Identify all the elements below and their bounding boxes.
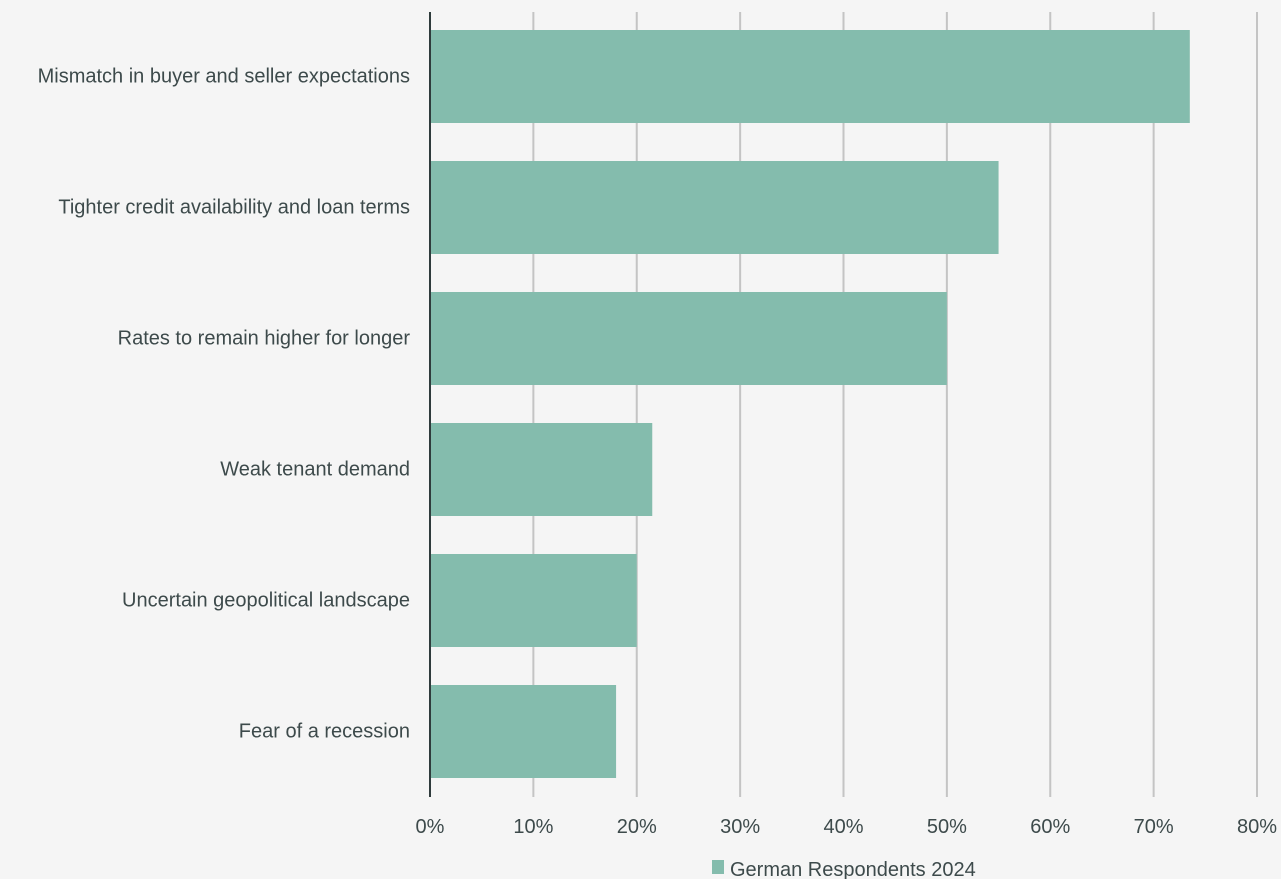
bar [430,292,947,385]
tick-label: 60% [1030,816,1070,838]
bar [430,423,653,516]
bar [430,161,999,254]
category-label: Rates to remain higher for longer [118,328,411,350]
tick-label: 70% [1134,816,1174,838]
tick-label: 0% [416,816,445,838]
category-labels: Mismatch in buyer and seller expectation… [38,66,411,743]
tick-label: 40% [823,816,863,838]
tick-labels: 0% 10% 20% 30% 40% 50% 60% 70% 80% [416,816,1278,838]
category-label: Uncertain geopolitical landscape [122,590,410,612]
legend-swatch [712,860,724,874]
legend-label: German Respondents 2024 [730,859,976,879]
category-label: Tighter credit availability and loan ter… [58,197,410,219]
category-label: Mismatch in buyer and seller expectation… [38,66,410,88]
tick-label: 80% [1237,816,1277,838]
category-label: Fear of a recession [239,721,410,743]
bar [430,685,617,778]
bar [430,30,1190,123]
bars [430,30,1190,778]
tick-label: 10% [513,816,553,838]
gridlines [532,12,1258,797]
legend: German Respondents 2024 [712,859,976,879]
bar [430,554,637,647]
tick-label: 20% [617,816,657,838]
tick-label: 50% [927,816,967,838]
tick-label: 30% [720,816,760,838]
category-label: Weak tenant demand [220,459,410,481]
